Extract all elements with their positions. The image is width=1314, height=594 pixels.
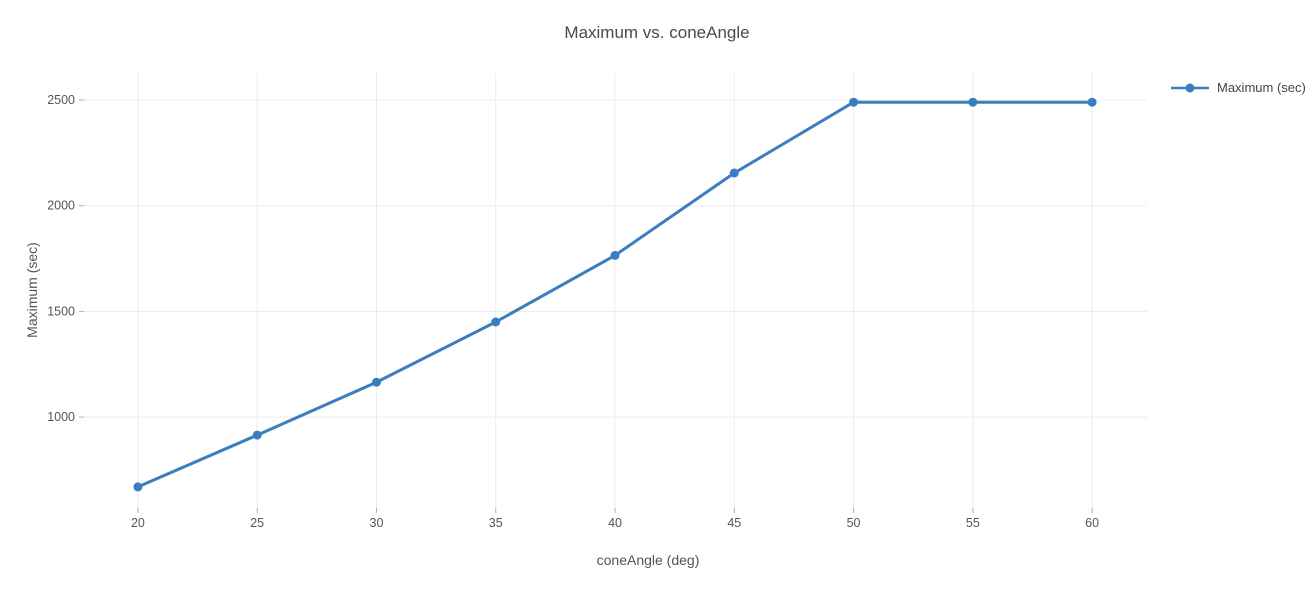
data-point[interactable]: [252, 430, 262, 440]
y-tick-label: 1500: [47, 304, 75, 318]
x-tick-label: 55: [966, 516, 980, 530]
data-point[interactable]: [491, 317, 501, 327]
y-tick-label: 1000: [47, 410, 75, 424]
legend-label: Maximum (sec): [1217, 80, 1306, 95]
chart-title: Maximum vs. coneAngle: [564, 23, 750, 42]
x-tick-label: 35: [489, 516, 503, 530]
data-point[interactable]: [610, 250, 620, 260]
x-axis-title: coneAngle (deg): [596, 552, 700, 568]
data-point[interactable]: [1087, 97, 1097, 107]
x-tick-label: 45: [727, 516, 741, 530]
x-tick-label: 25: [250, 516, 264, 530]
data-point[interactable]: [729, 168, 739, 178]
legend-item[interactable]: Maximum (sec): [1170, 80, 1306, 95]
y-axis-title: Maximum (sec): [24, 242, 40, 338]
x-tick-label: 60: [1085, 516, 1099, 530]
x-tick-label: 50: [847, 516, 861, 530]
y-tick-label: 2500: [47, 93, 75, 107]
legend-line-marker-icon: [1171, 83, 1209, 92]
data-point[interactable]: [372, 377, 381, 387]
y-tick-label: 2000: [47, 199, 75, 213]
data-point[interactable]: [133, 482, 143, 492]
x-tick-label: 40: [608, 516, 622, 530]
x-tick-label: 20: [131, 516, 145, 530]
data-point[interactable]: [849, 97, 859, 107]
data-point[interactable]: [968, 97, 978, 107]
legend: Maximum (sec): [1170, 80, 1306, 95]
x-tick-label: 30: [370, 516, 384, 530]
